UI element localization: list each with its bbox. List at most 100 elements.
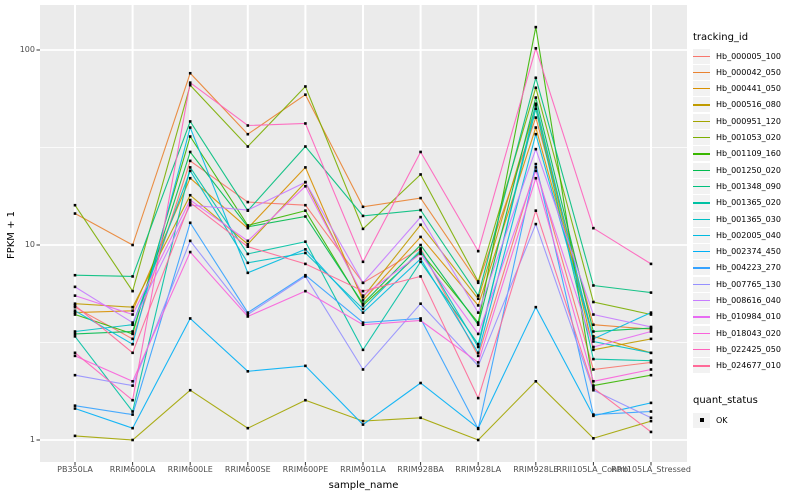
- legend-key-square-icon: [693, 412, 710, 428]
- data-point: [73, 313, 77, 316]
- data-point: [188, 166, 192, 169]
- data-point: [361, 302, 365, 306]
- data-point: [649, 313, 653, 316]
- legend-key-color: [693, 300, 710, 302]
- legend-item-Hb_000042_050: Hb_000042_050: [693, 64, 781, 80]
- data-point: [419, 250, 422, 254]
- data-point: [131, 243, 134, 247]
- data-point: [592, 379, 595, 383]
- data-point: [304, 203, 307, 207]
- data-point: [361, 281, 365, 285]
- legend-key-line-icon: [693, 358, 710, 374]
- data-point: [476, 351, 480, 355]
- data-point: [188, 83, 192, 87]
- data-point: [304, 398, 307, 402]
- data-point: [246, 370, 250, 373]
- data-point: [534, 176, 538, 180]
- data-point: [73, 330, 77, 333]
- legend-key-color: [693, 365, 710, 367]
- data-point: [304, 251, 307, 255]
- legend-item-Hb_002005_040: Hb_002005_040: [693, 227, 781, 243]
- data-point: [304, 93, 307, 96]
- data-point: [188, 135, 192, 138]
- legend-key-line-icon: [693, 178, 710, 194]
- data-point: [419, 257, 422, 261]
- data-point: [304, 289, 307, 293]
- x-tick-label: RRIM928BA: [397, 465, 444, 474]
- legend-item-label: Hb_008616_040: [716, 296, 781, 305]
- data-point: [534, 104, 538, 107]
- data-point: [476, 294, 480, 297]
- data-point: [534, 209, 538, 212]
- data-point: [534, 147, 538, 151]
- data-point: [592, 330, 595, 333]
- legend-quant-label: OK: [716, 415, 728, 425]
- data-point: [73, 203, 77, 207]
- data-point: [534, 166, 538, 169]
- legend-key-line-icon: [693, 130, 710, 145]
- data-point: [534, 222, 538, 226]
- data-point: [592, 226, 595, 230]
- data-point: [649, 373, 653, 377]
- data-point: [476, 364, 480, 368]
- legend-key-color: [693, 283, 710, 286]
- data-point: [246, 271, 250, 275]
- data-point: [73, 354, 77, 358]
- data-point: [73, 304, 77, 307]
- data-point: [592, 340, 595, 343]
- legend-key-line-icon: [693, 341, 710, 357]
- data-point: [534, 86, 538, 90]
- legend-key-color: [693, 153, 710, 155]
- data-point: [419, 235, 422, 239]
- data-point: [73, 309, 77, 313]
- data-point: [246, 224, 250, 227]
- data-point: [419, 208, 422, 212]
- data-point: [73, 273, 77, 277]
- legend-key-line-icon: [693, 113, 710, 129]
- data-point: [419, 173, 422, 176]
- legend-item-Hb_007765_130: Hb_007765_130: [693, 276, 781, 292]
- data-point: [131, 309, 134, 313]
- data-point: [419, 243, 422, 247]
- data-point: [188, 317, 192, 320]
- legend-key-color: [693, 88, 710, 90]
- data-point: [419, 275, 422, 278]
- legend-key-color: [693, 137, 710, 139]
- data-point: [246, 239, 250, 243]
- data-point: [419, 317, 422, 320]
- legend-item-Hb_001365_020: Hb_001365_020: [693, 195, 781, 211]
- data-point: [476, 345, 480, 349]
- data-point: [534, 132, 538, 136]
- data-point: [361, 304, 365, 307]
- legend-item-Hb_001365_030: Hb_001365_030: [693, 211, 781, 227]
- data-point: [534, 169, 538, 173]
- legend-item-label: Hb_000005_100: [716, 51, 781, 61]
- legend-item-label: Hb_002374_450: [716, 247, 781, 257]
- legend-key-line-icon: [693, 211, 710, 227]
- legend-key-color: [693, 348, 710, 351]
- data-point: [476, 342, 480, 346]
- data-point: [73, 285, 77, 289]
- data-point: [73, 434, 77, 438]
- x-tick-label: PB350LA: [57, 465, 93, 474]
- data-point: [188, 193, 192, 197]
- data-point: [649, 262, 653, 266]
- legend-key-line-icon: [693, 260, 710, 276]
- x-tick-label: RRII105LA_Control: [556, 465, 631, 474]
- data-point: [476, 297, 480, 301]
- data-point: [592, 313, 595, 316]
- legend-key-line-icon: [693, 309, 710, 325]
- data-point: [304, 215, 307, 218]
- data-point: [188, 176, 192, 180]
- data-point: [534, 76, 538, 80]
- data-point: [246, 313, 250, 316]
- data-point: [246, 311, 250, 314]
- data-point: [131, 332, 134, 336]
- data-point: [649, 430, 653, 434]
- data-point: [649, 337, 653, 341]
- data-point: [592, 337, 595, 341]
- data-point: [73, 373, 77, 377]
- data-point: [361, 311, 365, 314]
- data-point: [592, 357, 595, 361]
- legend-item-label: Hb_001348_090: [716, 181, 781, 191]
